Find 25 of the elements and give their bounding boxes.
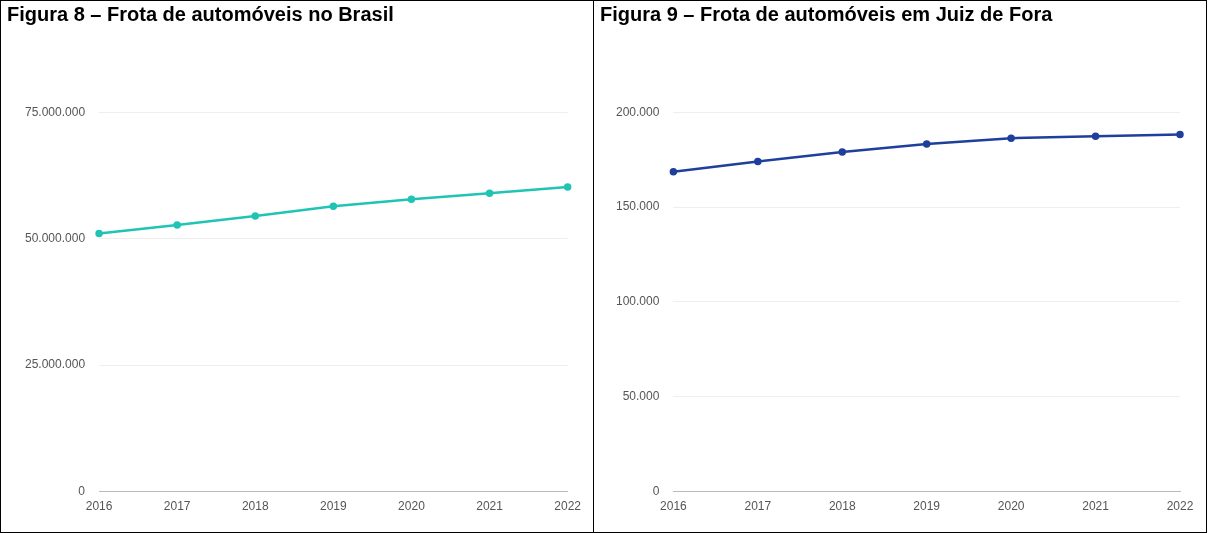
y-tick-label: 150.000 — [615, 199, 660, 214]
x-tick-label: 2019 — [320, 499, 348, 514]
x-tick-label: 2019 — [913, 499, 941, 514]
x-tick-label: 2022 — [554, 499, 582, 514]
x-tick-label: 2018 — [241, 499, 269, 514]
x-tick-label: 2017 — [163, 499, 191, 514]
y-tick-label: 200.000 — [615, 104, 660, 119]
y-tick-label: 100.000 — [615, 294, 660, 309]
x-tick-label: 2016 — [660, 499, 688, 514]
chart-title: Figura 9 – Frota de automóveis em Juiz de Fora — [599, 2, 1054, 25]
x-tick-label: 2021 — [476, 499, 504, 514]
x-tick-label: 2020 — [997, 499, 1025, 514]
y-tick-label: 0 — [78, 483, 86, 498]
chart-title: Figura 8 – Frota de automóveis no Brasil — [6, 2, 395, 25]
y-tick-label: 25.000.000 — [25, 357, 86, 372]
y-tick-label: 75.000.000 — [25, 104, 86, 119]
x-tick-label: 2016 — [85, 499, 113, 514]
y-tick-label: 0 — [652, 483, 660, 498]
x-tick-label: 2017 — [744, 499, 772, 514]
y-tick-label: 50.000 — [622, 389, 660, 404]
x-tick-label: 2018 — [828, 499, 856, 514]
x-tick-label: 2021 — [1082, 499, 1110, 514]
x-tick-label: 2020 — [398, 499, 426, 514]
y-tick-label: 50.000.000 — [25, 230, 86, 245]
x-tick-label: 2022 — [1166, 499, 1194, 514]
